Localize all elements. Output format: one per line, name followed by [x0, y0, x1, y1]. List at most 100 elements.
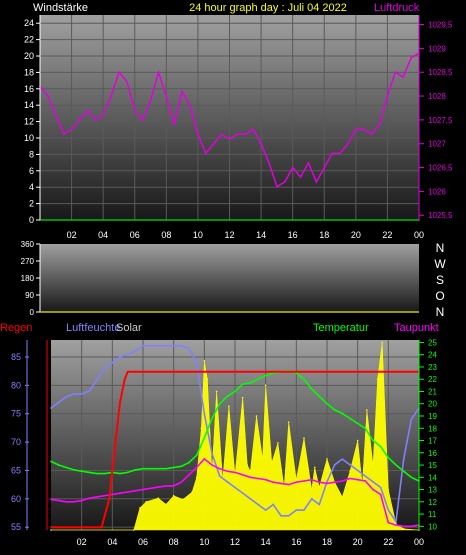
data-point-luftfeuchte	[88, 390, 91, 392]
data-point-luftfeuchte	[226, 480, 229, 483]
data-point-temperatur	[349, 417, 351, 420]
data-point-luftdruck	[47, 95, 49, 97]
data-point-solar	[191, 491, 193, 493]
data-point-temperatur	[126, 471, 129, 474]
data-point-luftfeuchte	[387, 509, 390, 511]
data-point-luftdruck	[212, 142, 215, 145]
data-point-taupunkt	[103, 494, 106, 497]
data-point-luftdruck	[173, 123, 176, 126]
data-point-solar	[157, 497, 160, 499]
wind-pressure-x-tick-label: 12	[224, 230, 234, 240]
data-point-solar	[145, 501, 147, 503]
data-point-temperatur	[410, 476, 413, 479]
wind-pressure-x-tick-label: 20	[351, 230, 361, 240]
data-point-temperatur	[195, 454, 198, 457]
data-point-solar	[249, 470, 252, 472]
data-point-luftdruck	[260, 142, 262, 145]
data-point-luftdruck	[299, 176, 302, 178]
data-point-temperatur	[119, 472, 121, 475]
data-point-solar	[246, 464, 249, 466]
compass-label-n-bottom: N	[436, 305, 445, 319]
compass-label-w: W	[434, 257, 446, 271]
data-point-luftdruck	[378, 123, 381, 126]
data-point-taupunkt	[257, 477, 259, 480]
data-point-luftdruck	[181, 90, 183, 93]
data-point-luftdruck	[252, 128, 254, 131]
data-point-luftdruck	[157, 71, 160, 74]
direction-y-tick-label: 180	[21, 274, 35, 283]
wind-y-tick-label: 0	[29, 215, 34, 225]
wind-y-tick-label: 8	[29, 149, 34, 159]
data-point-regen	[119, 401, 121, 404]
data-point-luftdruck	[394, 71, 397, 74]
temp-y-tick-label: 10	[428, 522, 437, 531]
data-point-luftfeuchte	[165, 344, 167, 347]
data-point-luftdruck	[220, 133, 223, 135]
data-point-solar	[349, 470, 351, 472]
temp-y-tick-label: 16	[428, 449, 437, 458]
humidity-y-tick-label: 60	[11, 494, 21, 504]
data-point-solar	[277, 442, 279, 444]
data-point-luftfeuchte	[249, 498, 252, 500]
data-point-luftdruck	[70, 128, 73, 131]
compass-label-n-top: N	[436, 241, 445, 255]
data-point-taupunkt	[318, 481, 321, 483]
data-point-taupunkt	[234, 471, 236, 474]
data-point-taupunkt	[272, 481, 275, 483]
data-point-luftfeuchte	[372, 480, 374, 483]
data-point-luftfeuchte	[318, 503, 321, 506]
wind-pressure-x-tick-label: 18	[319, 230, 329, 240]
data-point-luftdruck	[323, 166, 326, 169]
axes-layer: 0246810121416182022241025,510261026,5102…	[11, 15, 453, 547]
luftdruck-label: Luftdruck	[374, 2, 420, 14]
data-point-luftfeuchte	[241, 492, 244, 494]
data-point-luftfeuchte	[73, 393, 75, 395]
data-point-solar	[381, 341, 384, 344]
data-point-solar	[215, 390, 218, 393]
data-point-temperatur	[157, 467, 160, 470]
data-point-solar	[287, 421, 290, 423]
weather-x-tick-label: 18	[322, 537, 332, 547]
data-point-temperatur	[103, 472, 106, 475]
data-point-solar	[310, 488, 313, 491]
data-point-taupunkt	[287, 483, 290, 486]
weather-x-tick-label: 16	[291, 537, 301, 547]
direction-y-tick-label: 360	[21, 240, 35, 249]
data-point-luftdruck	[228, 138, 231, 140]
data-point-taupunkt	[211, 464, 213, 466]
data-point-luftdruck	[118, 71, 120, 74]
data-point-solar	[50, 529, 52, 531]
data-point-luftfeuchte	[142, 344, 144, 347]
data-point-luftdruck	[102, 114, 104, 116]
data-point-luftdruck	[283, 181, 286, 183]
solar-label: Solar	[116, 322, 142, 334]
wind-y-tick-label: 12	[24, 117, 34, 127]
data-point-solar	[361, 483, 364, 486]
data-point-taupunkt	[180, 481, 183, 483]
data-point-taupunkt	[203, 458, 206, 460]
data-point-taupunkt	[395, 524, 397, 526]
data-point-luftfeuchte	[333, 463, 336, 466]
data-point-luftdruck	[197, 133, 199, 135]
data-point-luftfeuchte	[57, 401, 60, 404]
data-point-luftfeuchte	[364, 475, 367, 477]
temp-y-tick-label: 25	[428, 338, 437, 347]
data-point-luftfeuchte	[295, 509, 298, 511]
pressure-y-tick-label: 1027	[428, 140, 446, 149]
data-point-temperatur	[356, 422, 359, 425]
data-point-luftdruck	[315, 181, 318, 183]
data-point-temperatur	[387, 456, 390, 459]
data-point-temperatur	[364, 427, 367, 430]
data-point-luftfeuchte	[310, 498, 313, 500]
data-point-solar	[283, 486, 285, 488]
data-point-temperatur	[264, 374, 267, 377]
data-point-solar	[372, 464, 374, 466]
wind-y-tick-label: 20	[24, 51, 34, 61]
data-point-luftfeuchte	[188, 347, 190, 350]
data-point-luftdruck	[236, 133, 239, 135]
data-point-luftdruck	[149, 100, 152, 102]
data-point-taupunkt	[226, 470, 229, 472]
data-point-luftfeuchte	[356, 469, 359, 472]
wind-pressure-x-tick-label: 08	[161, 230, 171, 240]
